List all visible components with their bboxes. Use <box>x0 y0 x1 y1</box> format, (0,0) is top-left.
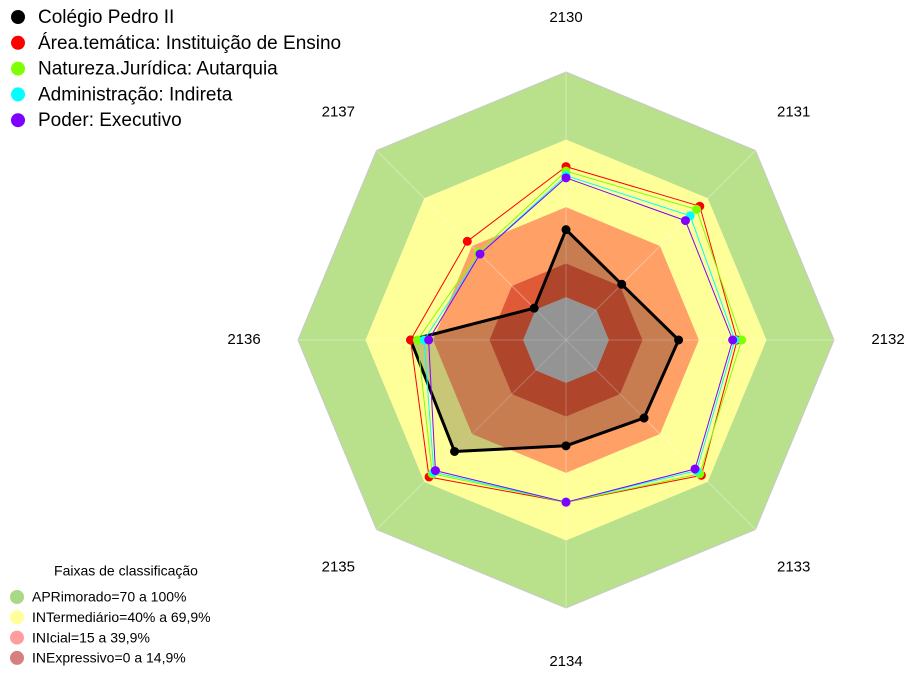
bands-legend-marker <box>10 590 24 604</box>
bands-legend-label: INTermediário=40% a 69,9% <box>32 609 211 625</box>
series-point <box>692 204 702 214</box>
series-point <box>561 173 571 183</box>
series-point <box>475 249 485 259</box>
bands-legend-label: INIcial=15 a 39,9% <box>32 629 150 645</box>
bands-legend-marker <box>10 650 24 665</box>
band <box>489 263 643 417</box>
spoke <box>565 150 756 341</box>
center <box>523 297 609 383</box>
band <box>433 207 699 473</box>
legend-label: Natureza.Jurídica: Autarquia <box>38 59 278 80</box>
legend-marker <box>11 35 25 50</box>
legend-marker <box>11 113 25 128</box>
legend-label: Administração: Indireta <box>38 84 233 105</box>
axis-label: 2137 <box>322 103 355 120</box>
axis-label: 2130 <box>549 9 582 26</box>
series-point <box>674 335 684 345</box>
series-point <box>412 335 422 345</box>
legend-label: Colégio Pedro II <box>38 7 174 28</box>
spoke <box>376 339 567 530</box>
series-point <box>406 335 416 345</box>
series-point <box>680 216 690 226</box>
bands-legend-label: APRimorado=70 a 100% <box>32 589 187 605</box>
outline <box>297 71 835 609</box>
series-point <box>529 303 539 313</box>
axis-label: 2131 <box>777 103 810 120</box>
bands-legend-label: INExpressivo=0 a 14,9% <box>32 650 186 666</box>
series-point <box>639 413 649 423</box>
axis-label: 2132 <box>871 331 904 348</box>
legend-marker <box>11 87 25 102</box>
series-point <box>690 464 700 474</box>
axis-label: 2135 <box>322 559 355 576</box>
legend-marker <box>11 10 25 24</box>
bands-legend-title: Faixas de classificação <box>54 563 198 579</box>
legend-label: Área.temática: Instituição de Ensino <box>38 33 341 54</box>
series-layer <box>406 162 747 507</box>
legend-label: Poder: Executivo <box>38 110 182 131</box>
bands-legend-marker <box>10 630 24 645</box>
series-point <box>617 279 627 289</box>
series-point <box>462 236 472 246</box>
spoke <box>565 339 756 530</box>
series-point <box>728 335 738 345</box>
bands-legend-marker <box>10 610 24 625</box>
series-point <box>561 497 571 507</box>
legend-marker <box>11 61 25 76</box>
axis-label: 2134 <box>549 653 582 670</box>
series-point <box>450 446 460 456</box>
series-point <box>561 441 571 451</box>
axis-label: 2136 <box>227 331 260 348</box>
series-point <box>430 466 440 476</box>
series-point <box>737 335 747 345</box>
axis-label: 2133 <box>777 559 810 576</box>
series-point <box>424 335 434 345</box>
series-point <box>561 225 571 235</box>
labels: 2130 2131 2132 2133 2134 2135 2136 2137 Colégio … <box>10 7 905 670</box>
